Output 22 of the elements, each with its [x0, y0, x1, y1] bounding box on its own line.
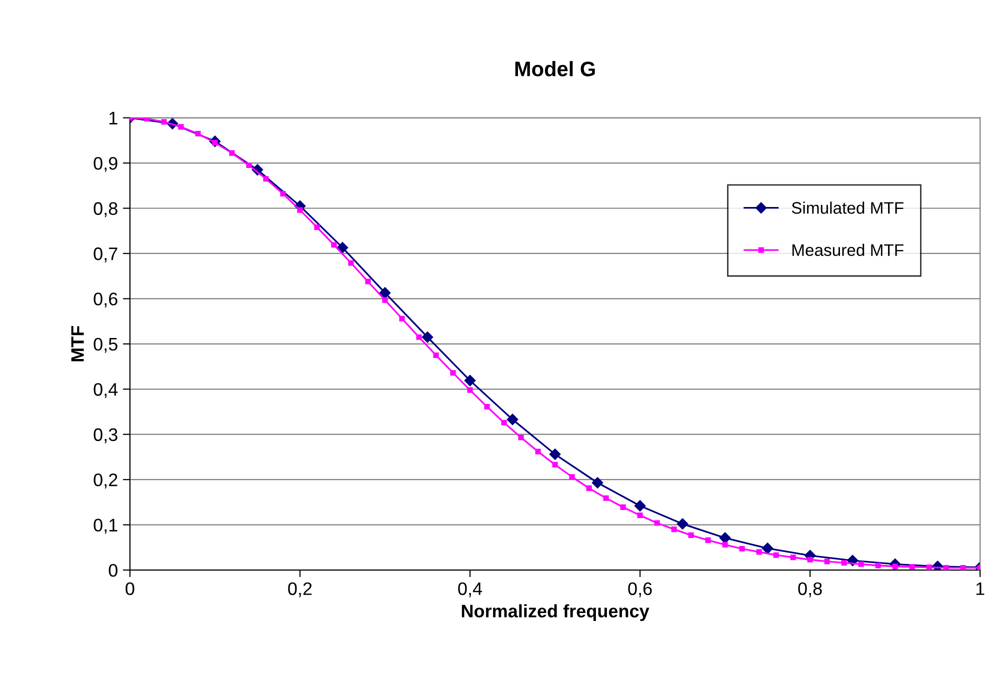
y-tick-label: 0,4	[94, 383, 118, 398]
x-tick-label: 0	[126, 582, 134, 596]
y-tick-label: 0,1	[94, 518, 118, 534]
y-tick-label: 0,5	[94, 338, 118, 353]
y-tick-label: 0,2	[94, 474, 118, 488]
chart-title: Model G	[515, 61, 595, 76]
y-tick-label: 0,9	[94, 156, 118, 172]
x-tick-label: 1	[976, 582, 984, 595]
x-tick-label: 0,2	[288, 582, 312, 598]
y-tick-label: 0,6	[94, 292, 118, 308]
y-tick-label: 0,8	[94, 202, 118, 218]
y-tick-label: 0,7	[94, 247, 118, 262]
y-tick-label: 1	[109, 112, 118, 124]
x-axis-title: Normalized frequency	[462, 604, 650, 622]
x-tick-label: 0,4	[458, 582, 482, 598]
y-axis-title: MTF	[71, 326, 84, 362]
x-tick-label: 0,6	[628, 582, 652, 598]
legend-label: Simulated MTF	[792, 202, 904, 214]
legend-label: Measured MTF	[792, 244, 904, 256]
y-tick-label: 0	[108, 564, 118, 577]
x-tick-label: 0,8	[798, 582, 822, 598]
y-tick-label: 0,3	[94, 428, 118, 444]
